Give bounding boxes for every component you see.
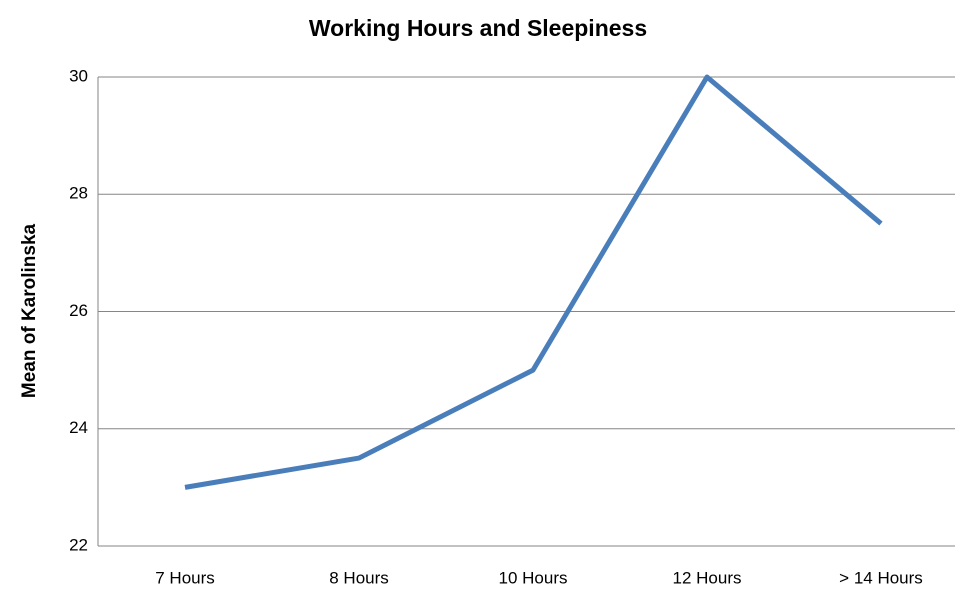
x-tick-label: 7 Hours [155,568,215,587]
line-series [184,74,883,490]
y-axis-label: Mean of Karolinska [19,223,40,398]
y-tick-label: 26 [69,301,88,320]
x-tick-label: 8 Hours [329,568,389,587]
x-tick-label: 10 Hours [499,568,568,587]
y-tick-label: 22 [69,535,88,554]
chart-title: Working Hours and Sleepiness [309,15,647,41]
y-tick-label: 30 [69,66,88,85]
x-tick-label: 12 Hours [673,568,742,587]
y-tick-label: 28 [69,184,88,203]
x-tick-label: > 14 Hours [839,568,923,587]
y-tick-label: 24 [69,418,88,437]
